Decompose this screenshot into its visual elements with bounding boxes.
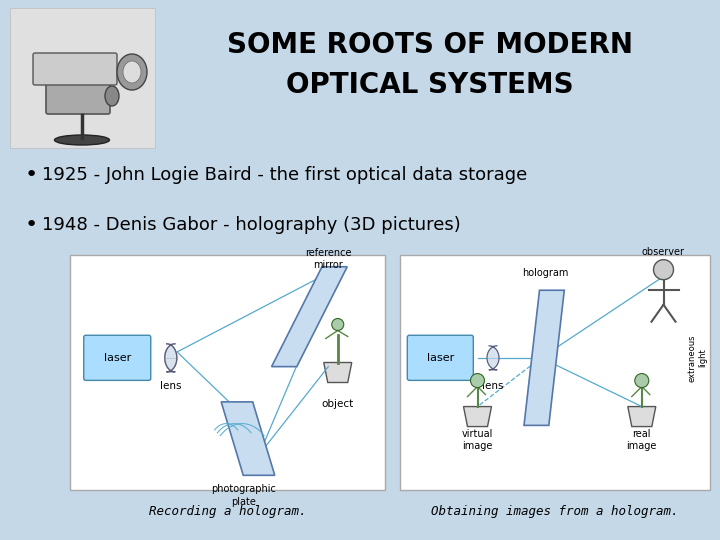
Polygon shape — [464, 407, 492, 427]
Text: lens: lens — [482, 381, 504, 391]
Text: observer: observer — [642, 247, 685, 256]
Ellipse shape — [55, 135, 109, 145]
Text: image: image — [626, 441, 657, 450]
Circle shape — [332, 319, 343, 330]
Circle shape — [470, 374, 485, 388]
Ellipse shape — [105, 86, 119, 106]
Text: Recording a hologram.: Recording a hologram. — [149, 505, 306, 518]
Polygon shape — [271, 267, 347, 367]
Circle shape — [635, 374, 649, 388]
Text: hologram: hologram — [523, 268, 569, 279]
Text: real: real — [633, 429, 651, 438]
Polygon shape — [628, 407, 656, 427]
Polygon shape — [165, 344, 177, 372]
Text: OPTICAL SYSTEMS: OPTICAL SYSTEMS — [286, 71, 574, 99]
Bar — [10, 8, 155, 148]
FancyBboxPatch shape — [84, 335, 150, 380]
Text: laser: laser — [104, 353, 131, 363]
Text: plate: plate — [231, 497, 256, 507]
Text: laser: laser — [427, 353, 454, 363]
Bar — [400, 255, 710, 490]
Text: reference: reference — [305, 248, 351, 258]
Text: •: • — [25, 165, 38, 185]
Text: SOME ROOTS OF MODERN: SOME ROOTS OF MODERN — [227, 31, 633, 59]
Text: 1948 - Denis Gabor - holography (3D pictures): 1948 - Denis Gabor - holography (3D pict… — [42, 216, 461, 234]
Polygon shape — [487, 346, 499, 370]
Polygon shape — [324, 362, 352, 382]
FancyBboxPatch shape — [46, 78, 110, 114]
Ellipse shape — [117, 54, 147, 90]
Bar — [70, 255, 385, 490]
Text: mirror: mirror — [313, 260, 343, 270]
Text: lens: lens — [160, 381, 181, 391]
FancyBboxPatch shape — [408, 335, 473, 380]
Polygon shape — [524, 291, 564, 426]
Polygon shape — [221, 402, 275, 475]
Text: Obtaining images from a hologram.: Obtaining images from a hologram. — [431, 505, 679, 518]
FancyBboxPatch shape — [33, 53, 117, 85]
Circle shape — [654, 260, 673, 280]
Text: extraneous
light: extraneous light — [688, 334, 707, 382]
Text: •: • — [25, 215, 38, 235]
Text: 1925 - John Logie Baird - the first optical data storage: 1925 - John Logie Baird - the first opti… — [42, 166, 527, 184]
Ellipse shape — [123, 61, 141, 83]
Text: virtual: virtual — [462, 429, 493, 438]
Text: photographic: photographic — [211, 484, 276, 494]
Text: object: object — [322, 399, 354, 409]
Text: image: image — [462, 441, 492, 450]
